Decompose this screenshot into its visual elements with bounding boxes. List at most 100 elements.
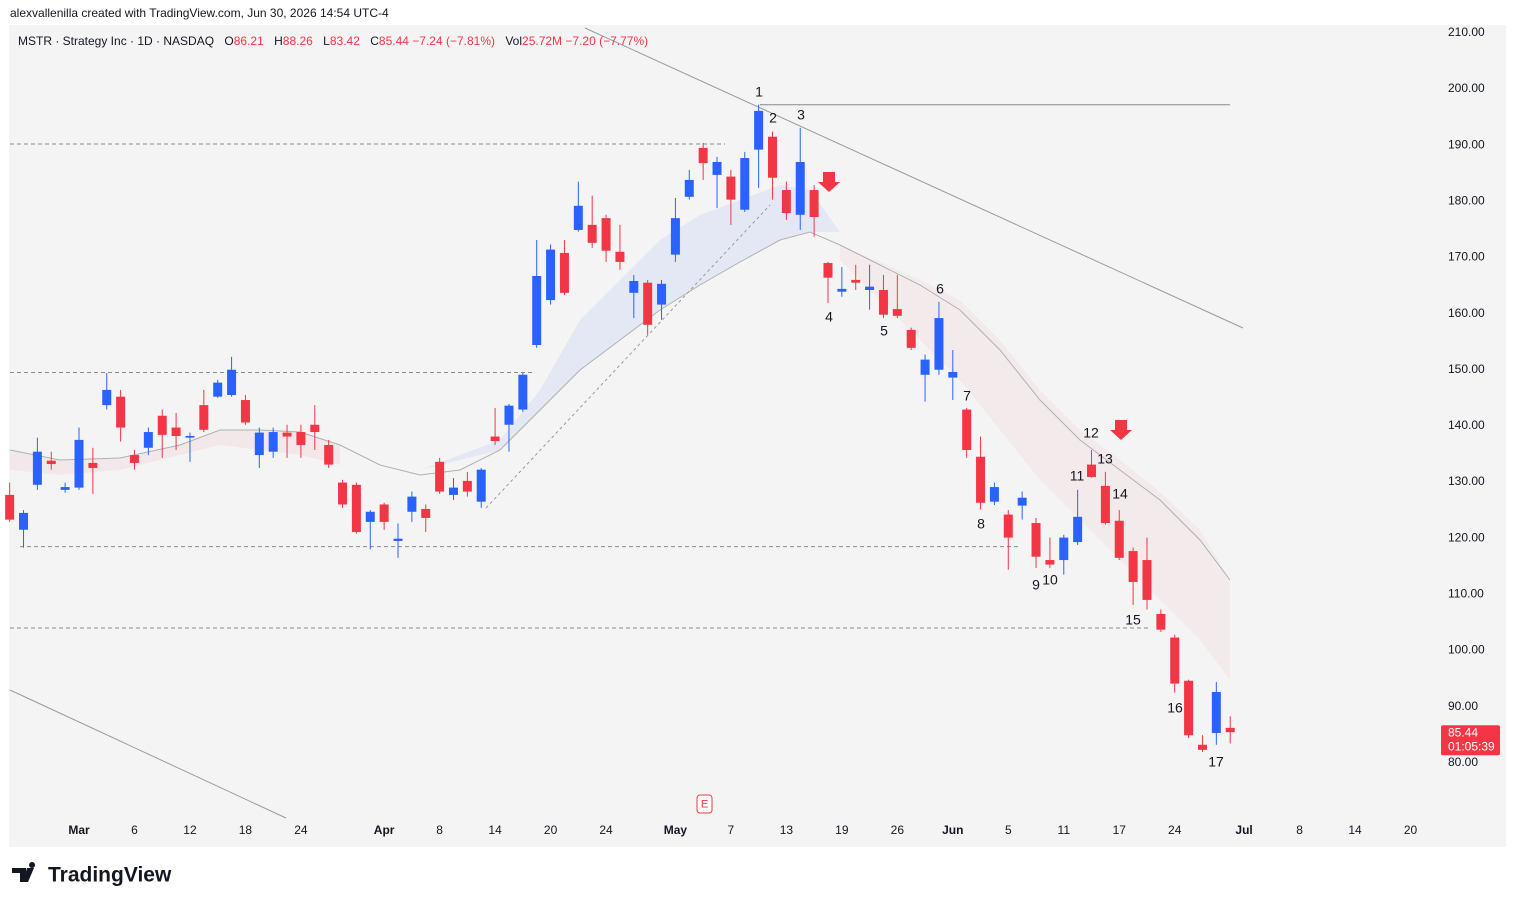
wave-label: 1 [755, 84, 763, 100]
wave-label: 10 [1042, 572, 1058, 588]
x-tick-label: 24 [1168, 823, 1182, 837]
candle-body [726, 176, 736, 200]
candle-body [129, 455, 139, 463]
candle-body [809, 190, 819, 218]
y-tick-label: 210.00 [1448, 25, 1485, 39]
candle-body [240, 400, 250, 423]
earnings-marker-label: E [701, 798, 708, 810]
wave-label: 7 [963, 388, 971, 404]
candle-body [324, 444, 334, 465]
x-tick-label: 19 [835, 823, 849, 837]
candle-body [185, 435, 195, 438]
candle-body [199, 405, 209, 430]
y-tick-label: 160.00 [1448, 306, 1485, 320]
wave-label: 13 [1097, 451, 1113, 467]
candle-body [643, 282, 653, 325]
y-tick-label: 120.00 [1448, 530, 1485, 544]
brand-logo [12, 862, 36, 882]
x-tick-label: 17 [1113, 823, 1127, 837]
x-tick-label: Apr [374, 823, 395, 837]
candle-body [532, 275, 542, 346]
candle-body [920, 359, 930, 375]
x-tick-label: 24 [294, 823, 308, 837]
candle-body [795, 161, 805, 215]
y-tick-label: 90.00 [1448, 699, 1478, 713]
wave-label: 2 [769, 110, 777, 126]
candle-body [1225, 727, 1235, 733]
candle-body [254, 432, 264, 456]
candle-body [1211, 691, 1221, 733]
countdown: 01:05:39 [1448, 739, 1495, 753]
moving-average [9, 231, 1231, 581]
candle-body [32, 451, 42, 485]
candle-body [296, 432, 306, 445]
candle-body [476, 469, 486, 502]
candle-body [546, 249, 556, 301]
candle-body [379, 504, 389, 522]
candle-body [948, 371, 958, 378]
x-tick-label: 7 [728, 823, 735, 837]
candle-body [670, 218, 680, 255]
price-change: −7.24 (−7.81%) [412, 34, 495, 48]
candle-body [906, 329, 916, 348]
wave-label: 4 [825, 309, 833, 325]
trend-line [584, 27, 1244, 329]
candle-body [268, 432, 278, 452]
candle-body [573, 205, 583, 230]
candle-body [837, 288, 847, 292]
y-tick-label: 130.00 [1448, 474, 1485, 488]
candle-body [823, 263, 833, 278]
wave-label: 8 [977, 516, 985, 532]
x-tick-label: 6 [131, 823, 138, 837]
candle-body [768, 136, 777, 178]
candle-body [116, 396, 126, 428]
y-tick-label: 200.00 [1448, 81, 1485, 95]
candle-body [559, 252, 569, 293]
x-tick-label: 5 [1005, 823, 1012, 837]
candle-body [1073, 516, 1083, 543]
candle-body [740, 158, 750, 210]
symbol-legend: MSTR · Strategy Inc · 1D · NASDAQ O86.21… [18, 34, 648, 48]
candle-body [1059, 537, 1069, 561]
candle-body [1017, 497, 1027, 506]
y-tick-label: 100.00 [1448, 643, 1485, 657]
ohlc-label: L [323, 34, 330, 48]
x-tick-label: 11 [1058, 823, 1071, 837]
earnings-marker[interactable] [696, 794, 713, 814]
y-tick-label: 190.00 [1448, 137, 1485, 151]
volume-label: Vol [505, 34, 523, 48]
candle-body [712, 161, 722, 175]
x-tick-label: 14 [488, 823, 502, 837]
x-tick-label: Jul [1235, 823, 1252, 837]
wave-label: 11 [1070, 468, 1085, 484]
wave-label: 6 [936, 281, 944, 297]
brand-name: TradingView [48, 864, 172, 887]
price-tag-value: 85.44 [1448, 725, 1478, 739]
candle-body [282, 432, 292, 437]
x-tick-label: 20 [544, 823, 558, 837]
candle-body [1100, 485, 1110, 523]
candle-body [157, 415, 167, 435]
candle-body [462, 480, 472, 492]
x-tick-label: 12 [183, 823, 197, 837]
candle-body [46, 460, 56, 465]
candle-body [365, 511, 375, 522]
ohlc-label: C [370, 34, 379, 48]
cloud-band [420, 185, 840, 470]
candle-body [171, 427, 181, 436]
x-tick-label: 14 [1348, 823, 1362, 837]
x-tick-label: 24 [599, 823, 613, 837]
wave-label: 3 [797, 107, 805, 123]
candle-body [601, 218, 611, 251]
y-tick-label: 180.00 [1448, 193, 1485, 207]
ohlc-value: 86.21 [233, 34, 264, 48]
candle-body [1087, 464, 1097, 477]
candle-body [1184, 680, 1194, 736]
y-tick-label: 150.00 [1448, 362, 1485, 376]
x-tick-label: 13 [780, 823, 794, 837]
wave-label: 9 [1032, 577, 1040, 593]
candle-body [629, 281, 639, 293]
candle-body [338, 482, 348, 505]
